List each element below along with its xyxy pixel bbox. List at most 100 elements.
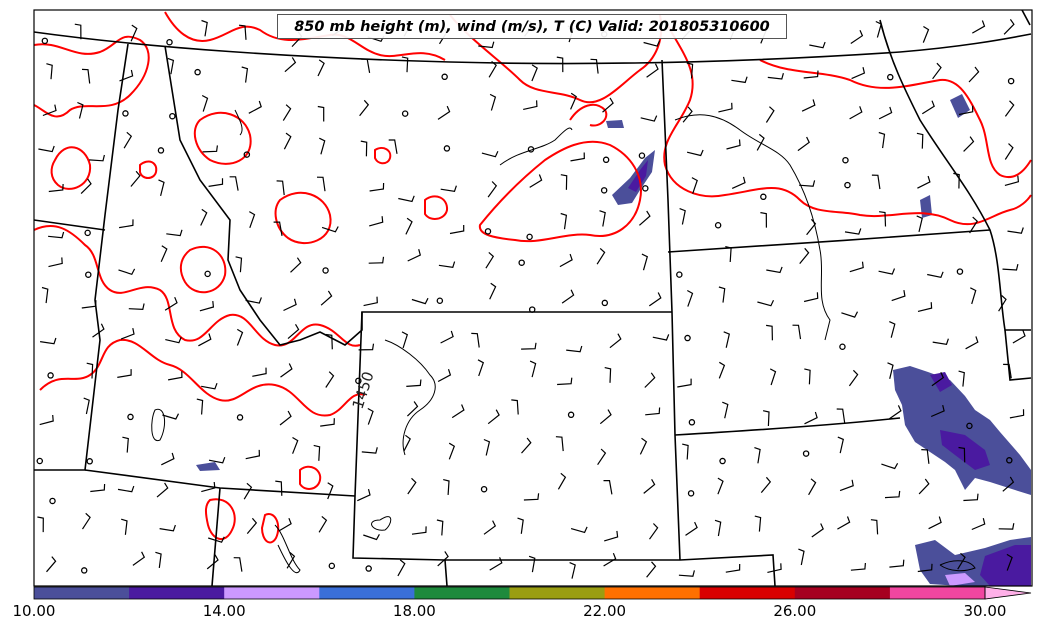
wind-barb-icon <box>879 211 887 227</box>
temperature-contour <box>204 498 236 540</box>
wind-barb-icon <box>325 371 335 388</box>
wind-barb-icon <box>931 371 945 387</box>
wind-barb-icon <box>718 286 726 303</box>
colorbar-segment <box>414 587 510 599</box>
wind-barb-icon <box>317 59 325 77</box>
wind-barb-icon <box>118 268 136 276</box>
wind-barb-icon <box>92 323 105 338</box>
wind-barb-icon <box>243 482 253 500</box>
wind-barb-icon <box>604 530 619 542</box>
wind-barb-icon <box>238 24 247 40</box>
wind-barb-icon <box>641 253 649 271</box>
wind-barb-icon <box>166 229 183 237</box>
wind-barb-icon <box>361 447 378 454</box>
wind-barb-icon <box>718 102 733 113</box>
wind-barb-icon <box>236 328 244 346</box>
wind-barb-icon <box>757 299 775 307</box>
wind-barb-icon <box>603 552 617 567</box>
calm-circle-icon <box>966 422 973 430</box>
temperature-contour <box>299 465 322 490</box>
colorbar-segment <box>224 587 320 599</box>
wind-barb-icon <box>529 174 543 188</box>
wind-barb-icon <box>686 149 704 157</box>
wind-barb-icon <box>368 256 385 264</box>
calm-circle-icon <box>687 490 695 497</box>
wind-barb-icon <box>483 438 491 456</box>
wind-barb-icon <box>599 409 612 425</box>
calm-circle-icon <box>1007 77 1015 85</box>
wind-barb-icon <box>292 436 299 454</box>
calm-circle-icon <box>194 68 201 76</box>
wind-barb-icon <box>646 63 659 78</box>
colorbar-tick-label: 30.00 <box>963 602 1007 620</box>
wind-barb-icon <box>932 338 949 345</box>
wind-barb-icon <box>357 488 371 502</box>
water-features <box>151 109 976 573</box>
wind-barb-icon <box>42 104 57 117</box>
wind-barb-icon <box>405 217 413 235</box>
wind-barb-icon <box>597 448 607 466</box>
wind-barb-icon <box>754 515 762 532</box>
wind-barb-icon <box>969 216 978 234</box>
wind-barb-icon <box>359 99 370 117</box>
wind-barb-icon <box>159 524 176 532</box>
wind-barb-icon <box>756 133 765 151</box>
wind-barb-icon <box>200 208 208 226</box>
wind-barb-icon <box>202 145 218 153</box>
wind-barb-icon <box>437 551 449 567</box>
calm-circle-icon <box>1006 457 1013 464</box>
wind-barb-icon <box>438 261 456 268</box>
wind-barb-icon <box>80 178 92 195</box>
wind-barb-icon <box>83 397 90 415</box>
wind-barb-icon <box>275 480 283 496</box>
calm-circle-icon <box>127 413 134 421</box>
wind-barb-icon <box>921 449 930 464</box>
temperature-contour <box>374 147 392 165</box>
colorbar-extend-arrow <box>984 586 1032 600</box>
wind-barb-icon <box>161 452 175 466</box>
wind-barb-icon <box>448 442 456 460</box>
wind-barb-icon <box>798 548 805 566</box>
wind-barb-icon <box>489 282 497 300</box>
wind-barb-icon <box>609 333 622 349</box>
wind-barb-icon <box>487 409 500 425</box>
river <box>939 560 976 572</box>
wind-barb-icon <box>797 136 810 152</box>
wind-barb-icon <box>686 62 694 79</box>
wind-barb-icon <box>132 551 146 566</box>
wind-barb-icon <box>245 449 261 460</box>
wind-barb-icon <box>90 483 106 493</box>
calm-circle-icon <box>956 268 964 275</box>
temperature-contour <box>193 111 252 165</box>
boundary-state-line <box>34 43 129 471</box>
wind-barb-icon <box>557 472 567 490</box>
wind-barb-icon <box>130 170 141 187</box>
calm-circle-icon <box>638 152 646 159</box>
wind-barb-icon <box>970 287 977 305</box>
wind-barbs <box>37 19 1026 579</box>
wind-barb-icon <box>561 289 575 304</box>
wind-barb-icon <box>1002 263 1019 271</box>
calm-circle-icon <box>355 377 362 385</box>
wind-barb-icon <box>754 447 761 464</box>
shade-region-southeast-light <box>945 573 975 586</box>
river <box>384 339 436 456</box>
wind-barb-icon <box>792 324 802 340</box>
temperature-contour <box>663 19 1032 226</box>
colorbar-outline <box>33 586 986 600</box>
wind-barb-icon <box>440 185 457 192</box>
wind-barb-icon <box>41 286 49 304</box>
wind-barb-icon <box>998 294 1007 312</box>
wind-barb-icon <box>403 434 411 452</box>
wind-barb-icon <box>851 67 866 80</box>
calm-circle-icon <box>526 233 533 241</box>
calm-circle-icon <box>719 457 726 465</box>
boundary-state-line <box>667 229 991 253</box>
wind-barb-icon <box>927 271 944 278</box>
wind-barb-icon <box>850 30 864 44</box>
calm-circle-icon <box>243 151 251 158</box>
calm-markers <box>36 31 1015 574</box>
wind-barb-icon <box>201 19 208 37</box>
wind-barb-icon <box>809 41 826 49</box>
wind-barb-icon <box>164 296 178 311</box>
